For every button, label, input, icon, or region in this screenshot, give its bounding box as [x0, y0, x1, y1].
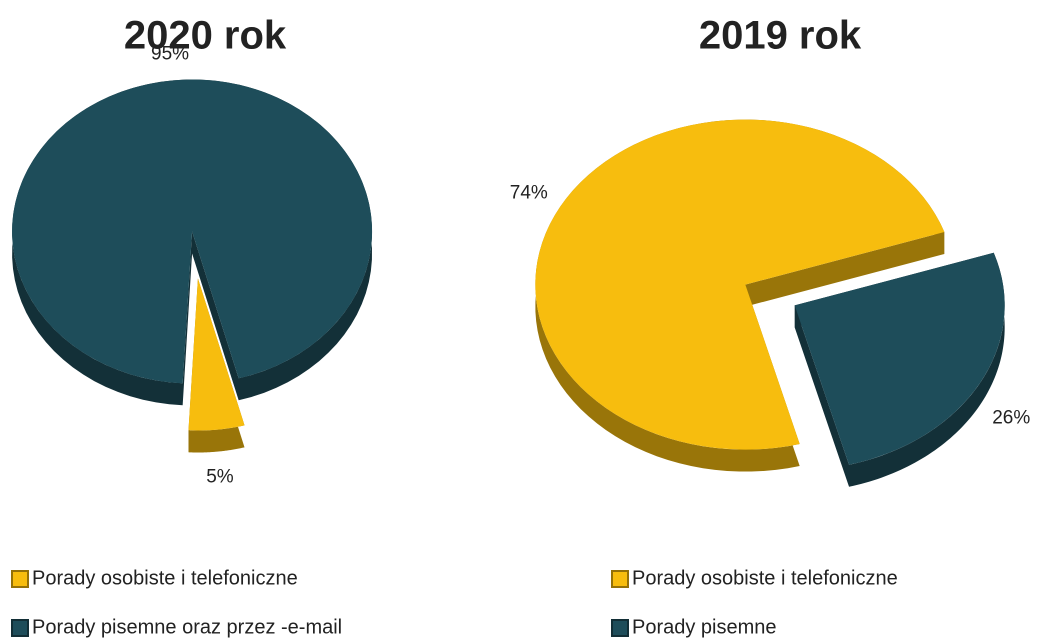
legend-swatch	[11, 570, 29, 588]
slice	[794, 252, 1005, 465]
data-label: 26%	[992, 408, 1030, 429]
slice-tops	[12, 79, 373, 431]
data-label: 95%	[151, 44, 189, 65]
legend-swatch	[611, 619, 629, 637]
chart-title: 2019 rok	[699, 14, 862, 58]
slice-side	[188, 278, 245, 453]
legend-swatch	[611, 570, 629, 588]
slice	[535, 119, 945, 450]
legend-label: Porady osobiste i telefoniczne	[632, 567, 898, 589]
chart-title: 2020 rok	[124, 14, 287, 58]
data-label: 74%	[510, 182, 548, 203]
slice-sides	[12, 79, 372, 453]
slice-tops	[535, 119, 1005, 465]
slice	[188, 278, 245, 431]
slice-side	[12, 79, 372, 406]
legend-label: Porady pisemne oraz przez -e-mail	[32, 616, 342, 638]
legend-label: Porady pisemne	[632, 616, 777, 638]
slice	[12, 79, 373, 384]
data-label: 5%	[206, 466, 234, 487]
legend-label: Porady osobiste i telefoniczne	[32, 567, 298, 589]
legend-swatch	[11, 619, 29, 637]
